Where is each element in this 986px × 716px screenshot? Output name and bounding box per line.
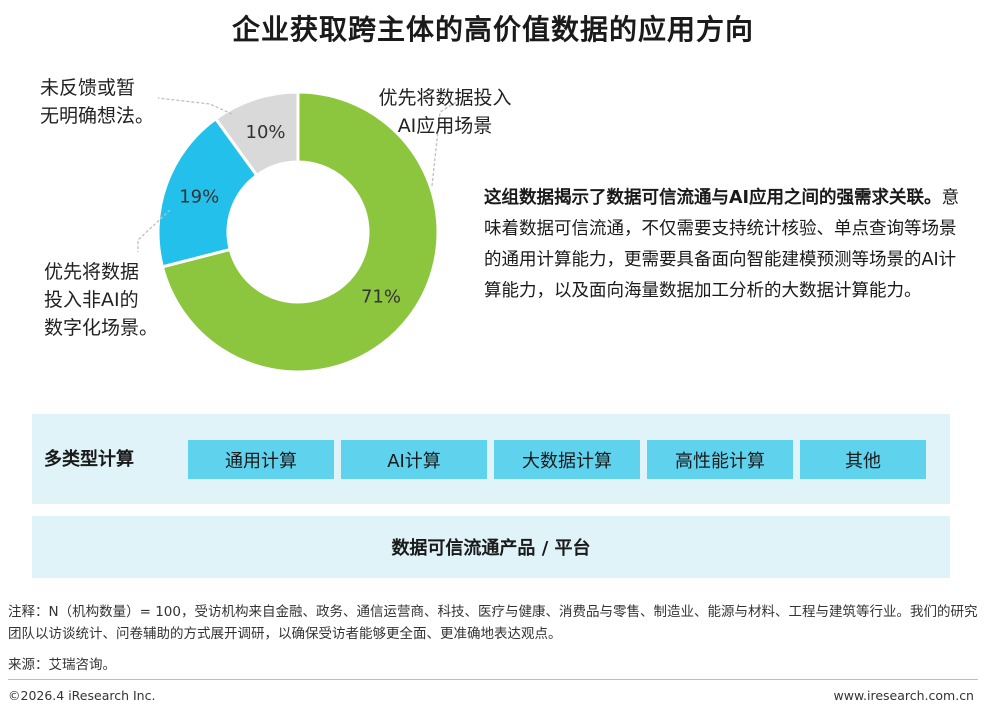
donut-slice-non-ai [156,116,259,269]
footnote: 注释：N（机构数量）= 100，受访机构来自金融、政务、通信运营商、科技、医疗与… [8,604,978,642]
compute-chip-other: 其他 [800,440,926,479]
donut-chart: 71% 19% 10% [137,90,461,374]
copyright: ©2026.4 iResearch Inc. [8,688,156,703]
slice-label-ai: 71% [361,286,401,307]
footer-divider [8,679,978,680]
compute-panel [32,414,950,504]
description-text: 意味着数据可信流通，不仅需要支持统计核验、单点查询等场景的通用计算能力，更需要具… [484,188,960,301]
compute-chip-bigdata: 大数据计算 [494,440,640,479]
callout-none-label: 未反馈或暂 无明确想法。 [40,77,155,127]
slice-label-non-ai: 19% [179,186,219,207]
compute-chip-hpc: 高性能计算 [647,440,793,479]
compute-chip-general: 通用计算 [188,440,334,479]
callout-ai-label: 优先将数据投入 AI应用场景 [378,87,512,137]
slice-label-none: 10% [246,122,286,143]
donut-slice-none [213,90,300,178]
compute-label: 多类型计算 [44,449,134,470]
website-link[interactable]: www.iresearch.com.cn [833,688,975,703]
platform-label: 数据可信流通产品 / 平台 [391,538,591,559]
donut-slice-ai [160,90,440,374]
source-note: 来源：艾瑞咨询。 [8,657,116,673]
description-bold: 这组数据揭示了数据可信流通与AI应用之间的强需求关联。 [484,188,942,208]
callout-non-ai-label: 优先将数据 投入非AI的 数字化场景。 [44,261,159,339]
page-title: 企业获取跨主体的高价值数据的应用方向 [231,13,754,46]
leader-line-none [157,97,233,115]
description: 这组数据揭示了数据可信流通与AI应用之间的强需求关联。意味着数据可信流通，不仅需… [484,183,970,307]
leader-line-non-ai [137,209,171,252]
platform-panel: 数据可信流通产品 / 平台 [32,516,950,578]
compute-chip-ai: AI计算 [341,440,487,479]
